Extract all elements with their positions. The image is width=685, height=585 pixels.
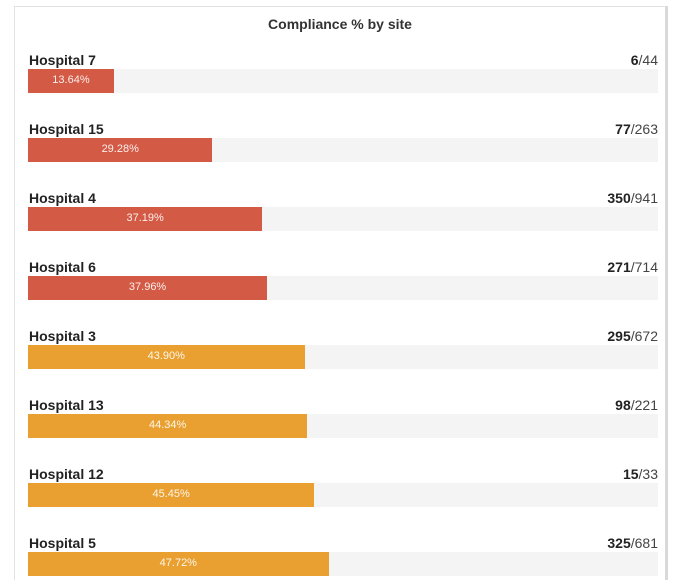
bar-row: Hospital 5 325/681 47.72% [28, 535, 658, 585]
count-separator: / [638, 466, 643, 482]
bar: 37.96% [28, 276, 268, 300]
count-numerator: 350 [607, 190, 631, 206]
bar-track: 43.90% [28, 345, 658, 369]
bar-value-label: 29.28% [101, 143, 139, 155]
category-label: Hospital 12 [29, 466, 104, 482]
bar-value-label: 43.90% [147, 350, 185, 362]
count-separator: / [630, 190, 635, 206]
bar: 47.72% [28, 552, 329, 576]
count-label: 325/681 [607, 535, 658, 551]
count-separator: / [630, 397, 635, 413]
count-separator: / [638, 52, 643, 68]
count-separator: / [630, 121, 635, 137]
bar-track: 44.34% [28, 414, 658, 438]
bar: 29.28% [28, 138, 213, 162]
bar-row: Hospital 15 77/263 29.28% [28, 121, 658, 171]
bar-row: Hospital 6 271/714 37.96% [28, 259, 658, 309]
count-label: 98/221 [615, 397, 658, 413]
bar-row: Hospital 3 295/672 43.90% [28, 328, 658, 378]
bar-track: 29.28% [28, 138, 658, 162]
bar-value-label: 44.34% [149, 419, 187, 431]
count-denominator: 33 [642, 466, 658, 482]
count-label: 15/33 [623, 466, 658, 482]
category-label: Hospital 15 [29, 121, 104, 137]
category-label: Hospital 7 [29, 52, 96, 68]
bar: 13.64% [28, 69, 114, 93]
count-numerator: 98 [615, 397, 631, 413]
count-separator: / [630, 259, 635, 275]
category-label: Hospital 5 [29, 535, 96, 551]
bar-track: 45.45% [28, 483, 658, 507]
count-denominator: 263 [634, 121, 658, 137]
category-label: Hospital 3 [29, 328, 96, 344]
bar: 43.90% [28, 345, 305, 369]
bar-value-label: 37.19% [126, 212, 164, 224]
category-label: Hospital 4 [29, 190, 96, 206]
count-numerator: 295 [607, 328, 631, 344]
bar-track: 37.19% [28, 207, 658, 231]
count-denominator: 714 [634, 259, 658, 275]
bar-track: 47.72% [28, 552, 658, 576]
bar-track: 13.64% [28, 69, 658, 93]
category-label: Hospital 13 [29, 397, 104, 413]
chart-panel: Compliance % by site Hospital 7 6/44 13.64… [14, 6, 668, 580]
count-numerator: 271 [607, 259, 631, 275]
bar-value-label: 47.72% [159, 557, 197, 569]
bar-track: 37.96% [28, 276, 658, 300]
count-denominator: 221 [634, 397, 658, 413]
count-separator: / [630, 328, 635, 344]
count-label: 77/263 [615, 121, 658, 137]
bar-row: Hospital 7 6/44 13.64% [28, 52, 658, 102]
count-numerator: 15 [622, 466, 639, 482]
count-separator: / [630, 535, 635, 551]
count-denominator: 672 [634, 328, 658, 344]
count-denominator: 941 [634, 190, 658, 206]
bar-row: Hospital 4 350/941 37.19% [28, 190, 658, 240]
count-denominator: 681 [634, 535, 658, 551]
bar-value-label: 13.64% [52, 74, 90, 86]
count-numerator: 6 [630, 52, 639, 68]
bar-row: Hospital 13 98/221 44.34% [28, 397, 658, 447]
count-label: 6/44 [631, 52, 658, 68]
bar: 44.34% [28, 414, 308, 438]
bar: 37.19% [28, 207, 263, 231]
chart-title: Compliance % by site [268, 16, 412, 32]
bar: 45.45% [28, 483, 315, 507]
count-label: 295/672 [607, 328, 658, 344]
count-denominator: 44 [642, 52, 658, 68]
bar-row: Hospital 12 15/33 45.45% [28, 466, 658, 516]
count-numerator: 325 [607, 535, 631, 551]
count-label: 350/941 [607, 190, 658, 206]
count-label: 271/714 [607, 259, 658, 275]
category-label: Hospital 6 [29, 259, 96, 275]
bar-value-label: 37.96% [128, 281, 167, 293]
bar-value-label: 45.45% [152, 488, 190, 500]
count-numerator: 77 [615, 121, 631, 137]
